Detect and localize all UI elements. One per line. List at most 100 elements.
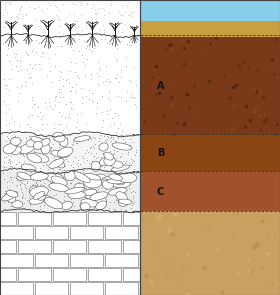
Point [51, 170, 55, 175]
Point [93, 135, 97, 140]
Point [57, 23, 61, 28]
Point [112, 148, 116, 152]
Bar [105, 254, 138, 267]
Point [74, 141, 79, 145]
Point [28, 137, 32, 141]
Point [57, 87, 61, 92]
Point [13, 31, 17, 36]
Point [89, 136, 94, 141]
Ellipse shape [33, 142, 43, 149]
Point [36, 172, 40, 177]
Point [114, 189, 118, 194]
Point [131, 94, 136, 99]
Point [63, 148, 67, 153]
Point [18, 164, 23, 169]
Point [119, 75, 123, 80]
Point [128, 200, 133, 204]
Point [69, 142, 74, 146]
Point [22, 83, 27, 88]
Point [33, 174, 37, 179]
Point [34, 157, 38, 161]
Point [101, 151, 105, 156]
Point [74, 124, 79, 129]
Point [9, 14, 13, 19]
Point [115, 113, 120, 118]
Point [27, 155, 32, 160]
Point [35, 199, 39, 204]
Point [56, 16, 61, 21]
Point [53, 95, 57, 99]
Ellipse shape [41, 143, 50, 154]
Point [130, 160, 135, 164]
Point [186, 292, 191, 295]
Point [194, 110, 198, 114]
Point [85, 38, 90, 43]
Point [123, 55, 128, 60]
Point [94, 205, 99, 210]
Point [66, 158, 70, 163]
Ellipse shape [111, 165, 130, 171]
Point [25, 181, 29, 186]
Point [80, 134, 85, 139]
Ellipse shape [101, 179, 110, 187]
Point [96, 59, 100, 64]
Point [73, 25, 78, 30]
Point [149, 279, 153, 284]
Point [217, 56, 222, 61]
Point [6, 59, 11, 63]
Point [130, 172, 135, 176]
Point [18, 64, 22, 68]
Point [99, 159, 103, 164]
Point [178, 42, 183, 47]
Point [13, 51, 18, 56]
Point [81, 133, 86, 138]
Point [87, 41, 92, 46]
Point [125, 89, 129, 94]
Point [62, 197, 66, 202]
Point [123, 207, 127, 212]
Point [78, 162, 82, 167]
Ellipse shape [99, 143, 108, 151]
Point [32, 139, 36, 144]
Point [24, 12, 28, 17]
Point [50, 184, 54, 189]
Point [87, 87, 91, 92]
Point [94, 30, 98, 34]
Point [22, 154, 27, 158]
Point [52, 121, 56, 126]
Point [60, 95, 65, 100]
Point [131, 64, 136, 69]
Point [129, 162, 134, 167]
Point [5, 160, 10, 165]
Point [118, 12, 123, 17]
Point [108, 181, 112, 186]
Ellipse shape [65, 187, 85, 194]
Point [74, 73, 79, 78]
Point [67, 81, 71, 86]
Point [108, 149, 112, 154]
Point [158, 212, 162, 217]
Text: A: A [157, 81, 164, 91]
Point [57, 89, 61, 94]
Point [84, 197, 88, 201]
Point [49, 145, 54, 150]
Ellipse shape [95, 174, 107, 182]
Point [81, 168, 85, 172]
Point [45, 162, 49, 167]
Point [12, 55, 17, 60]
Point [182, 122, 186, 127]
Point [73, 171, 78, 175]
Point [84, 121, 88, 125]
Point [127, 26, 132, 31]
Point [223, 71, 227, 76]
Point [51, 170, 55, 175]
Point [26, 164, 30, 168]
Point [10, 66, 14, 71]
Point [251, 109, 256, 114]
Point [17, 59, 22, 64]
Point [62, 140, 67, 145]
Point [106, 135, 110, 140]
Point [48, 69, 52, 74]
Point [97, 159, 101, 164]
Point [102, 196, 107, 201]
